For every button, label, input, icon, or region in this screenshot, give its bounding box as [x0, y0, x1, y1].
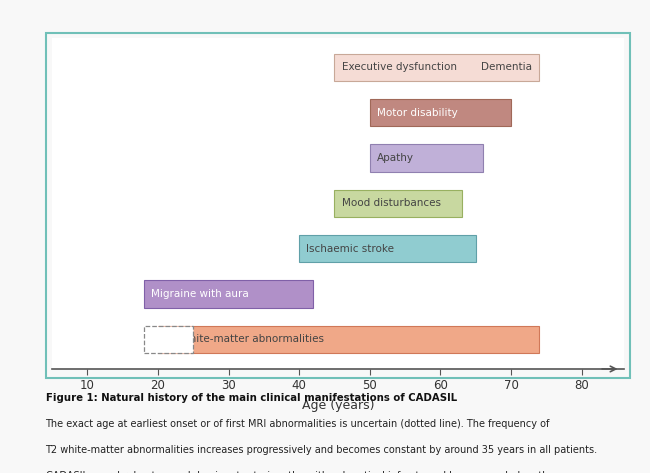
- Text: Motor disability: Motor disability: [377, 108, 458, 118]
- Text: T2 white-matter abnormalities: T2 white-matter abnormalities: [165, 334, 324, 344]
- FancyBboxPatch shape: [144, 280, 313, 308]
- FancyBboxPatch shape: [335, 54, 540, 81]
- Text: Apathy: Apathy: [377, 153, 414, 163]
- Text: Ischaemic stroke: Ischaemic stroke: [306, 244, 394, 254]
- FancyBboxPatch shape: [370, 99, 511, 126]
- Text: CADASIL=cerebral autosomal dominant arteriopathy with subcortical infarcts and l: CADASIL=cerebral autosomal dominant arte…: [46, 471, 555, 473]
- Text: Dementia: Dementia: [481, 62, 532, 72]
- Text: T2 white-matter abnormalities increases progressively and becomes constant by ar: T2 white-matter abnormalities increases …: [46, 445, 597, 455]
- Text: Migraine with aura: Migraine with aura: [151, 289, 248, 299]
- X-axis label: Age (years): Age (years): [302, 399, 374, 412]
- FancyBboxPatch shape: [158, 326, 540, 353]
- Text: The exact age at earliest onset or of first MRI abnormalities is uncertain (dott: The exact age at earliest onset or of fi…: [46, 419, 550, 429]
- Text: Figure 1: Natural history of the main clinical manifestations of CADASIL: Figure 1: Natural history of the main cl…: [46, 393, 456, 403]
- FancyBboxPatch shape: [144, 326, 193, 353]
- FancyBboxPatch shape: [299, 235, 476, 263]
- FancyBboxPatch shape: [335, 190, 462, 217]
- Text: Mood disturbances: Mood disturbances: [341, 198, 441, 209]
- Text: Executive dysfunction: Executive dysfunction: [341, 62, 456, 72]
- FancyBboxPatch shape: [370, 144, 483, 172]
